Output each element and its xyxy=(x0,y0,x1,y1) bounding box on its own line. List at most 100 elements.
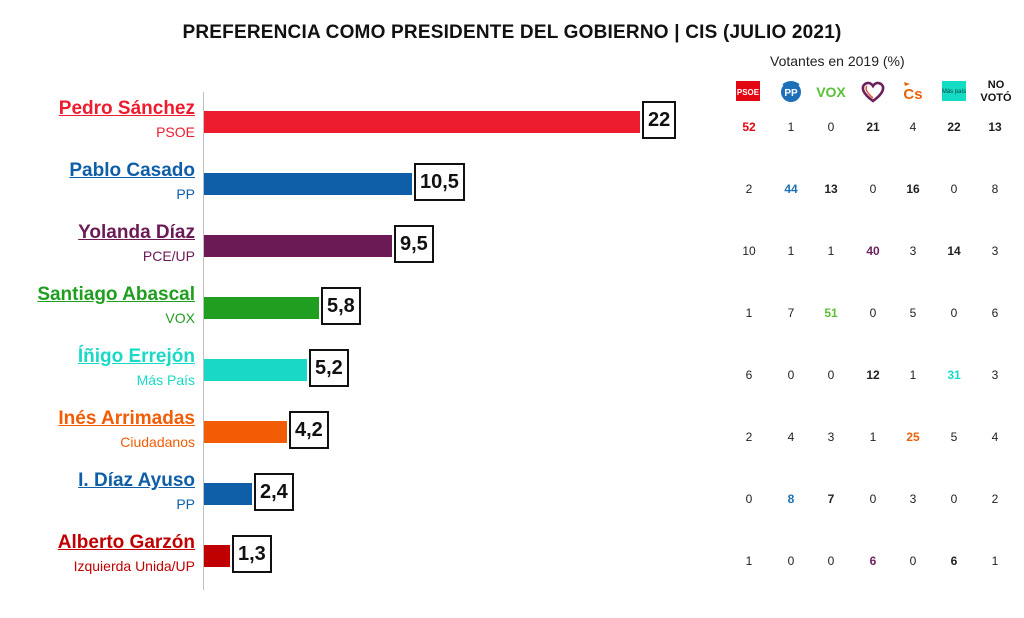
candidate-name: Íñigo Errejón xyxy=(77,346,195,367)
breakdown-cell: 7 xyxy=(787,306,795,320)
candidate-name: Alberto Garzón xyxy=(57,532,195,553)
breakdown-cell: 0 xyxy=(827,368,835,382)
breakdown-cell: 0 xyxy=(869,492,877,506)
breakdown-cell: 14 xyxy=(947,244,961,258)
breakdown-cell: 0 xyxy=(950,492,958,506)
breakdown-cell: 10 xyxy=(742,244,756,258)
breakdown-cell: 1 xyxy=(827,244,835,258)
mas-pais-logo-text: Más país xyxy=(942,89,966,95)
table-title: Votantes en 2019 (%) xyxy=(770,53,905,69)
breakdown-cell: 0 xyxy=(950,182,958,196)
breakdown-cell: 7 xyxy=(827,492,835,506)
candidate-party: Más País xyxy=(136,372,195,388)
candidate-row: Pedro Sánchez PSOE 22 52 1 0 21 4 22 13 xyxy=(0,98,1024,160)
no-voto-label: NO VOTÓ xyxy=(980,79,1012,104)
breakdown-cell: 12 xyxy=(866,368,880,382)
psoe-logo-text: PSOE xyxy=(737,88,760,97)
breakdown-cell: 52 xyxy=(742,120,756,134)
unidas-podemos-heart-icon xyxy=(856,78,890,104)
value-label: 4,2 xyxy=(289,411,329,449)
breakdown-cell: 13 xyxy=(824,182,838,196)
value-label: 22 xyxy=(642,101,677,139)
breakdown-cell: 3 xyxy=(827,430,835,444)
breakdown-cell: 2 xyxy=(745,430,753,444)
breakdown-cell: 2 xyxy=(745,182,753,196)
breakdown-cell: 1 xyxy=(909,368,917,382)
candidate-row: Santiago Abascal VOX 5,8 1 7 51 0 5 0 6 xyxy=(0,284,1024,346)
bar xyxy=(204,111,640,133)
breakdown-cell: 0 xyxy=(787,554,795,568)
breakdown-cell: 1 xyxy=(745,306,753,320)
psoe-logo-icon: PSOE xyxy=(732,78,766,104)
breakdown-cell: 8 xyxy=(787,492,795,506)
bar xyxy=(204,173,412,195)
breakdown-cell: 44 xyxy=(784,182,798,196)
breakdown-cell: 0 xyxy=(950,306,958,320)
bar xyxy=(204,545,230,567)
breakdown-cell: 40 xyxy=(866,244,880,258)
value-label: 5,2 xyxy=(309,349,349,387)
value-label: 1,3 xyxy=(232,535,272,573)
breakdown-cell: 22 xyxy=(947,120,961,134)
breakdown-cell: 1 xyxy=(869,430,877,444)
breakdown-cell: 6 xyxy=(950,554,958,568)
breakdown-cell: 0 xyxy=(909,554,917,568)
breakdown-cell: 4 xyxy=(909,120,917,134)
candidate-row: Alberto Garzón Izquierda Unida/UP 1,3 1 0 0 6 0… xyxy=(0,532,1024,594)
cs-logo-text: Cs xyxy=(903,86,922,103)
breakdown-cell: 16 xyxy=(906,182,920,196)
breakdown-cell: 13 xyxy=(988,120,1002,134)
value-label: 10,5 xyxy=(414,163,465,201)
breakdown-cell: 4 xyxy=(787,430,795,444)
candidate-party: PSOE xyxy=(156,124,195,140)
breakdown-cell: 0 xyxy=(827,120,835,134)
candidate-name: I. Díaz Ayuso xyxy=(78,470,195,491)
breakdown-cell: 3 xyxy=(909,492,917,506)
breakdown-cell: 6 xyxy=(869,554,877,568)
mas-pais-logo-icon: Más país xyxy=(937,78,971,104)
vox-logo-text: VOX xyxy=(816,84,846,100)
candidate-name: Pablo Casado xyxy=(69,160,195,181)
breakdown-cell: 8 xyxy=(991,182,999,196)
breakdown-cell: 6 xyxy=(991,306,999,320)
candidate-party: PP xyxy=(176,186,195,202)
breakdown-cell: 5 xyxy=(909,306,917,320)
ciudadanos-logo-icon: Cs xyxy=(896,78,930,104)
candidate-row: Inés Arrimadas Ciudadanos 4,2 2 4 3 1 25 5 4 xyxy=(0,408,1024,470)
breakdown-cell: 1 xyxy=(787,244,795,258)
candidate-party: Izquierda Unida/UP xyxy=(73,558,195,574)
pp-logo-icon: PP xyxy=(774,78,808,104)
chart-title: PREFERENCIA COMO PRESIDENTE DEL GOBIERNO… xyxy=(182,22,842,43)
candidate-row: Pablo Casado PP 10,5 2 44 13 0 16 0 8 xyxy=(0,160,1024,222)
value-label: 9,5 xyxy=(394,225,434,263)
candidate-name: Inés Arrimadas xyxy=(58,408,195,429)
breakdown-cell: 0 xyxy=(869,182,877,196)
breakdown-cell: 0 xyxy=(827,554,835,568)
breakdown-cell: 1 xyxy=(991,554,999,568)
candidate-party: Ciudadanos xyxy=(120,434,195,450)
pp-logo-text: PP xyxy=(784,88,798,99)
breakdown-cell: 21 xyxy=(866,120,880,134)
breakdown-cell: 3 xyxy=(991,368,999,382)
breakdown-cell: 31 xyxy=(947,368,961,382)
bar xyxy=(204,359,307,381)
bar xyxy=(204,421,287,443)
breakdown-cell: 25 xyxy=(906,430,920,444)
candidate-row: Yolanda Díaz PCE/UP 9,5 10 1 1 40 3 14 3 xyxy=(0,222,1024,284)
breakdown-cell: 4 xyxy=(991,430,999,444)
candidate-row: I. Díaz Ayuso PP 2,4 0 8 7 0 3 0 2 xyxy=(0,470,1024,532)
breakdown-cell: 6 xyxy=(745,368,753,382)
bar xyxy=(204,297,319,319)
breakdown-cell: 0 xyxy=(745,492,753,506)
breakdown-cell: 0 xyxy=(869,306,877,320)
breakdown-cell: 0 xyxy=(787,368,795,382)
candidate-party: PCE/UP xyxy=(142,248,195,264)
candidate-name: Pedro Sánchez xyxy=(58,98,195,119)
breakdown-cell: 5 xyxy=(950,430,958,444)
bar xyxy=(204,483,252,505)
breakdown-cell: 51 xyxy=(824,306,838,320)
candidate-party: VOX xyxy=(165,310,195,326)
breakdown-cell: 3 xyxy=(991,244,999,258)
breakdown-cell: 1 xyxy=(745,554,753,568)
bar xyxy=(204,235,392,257)
